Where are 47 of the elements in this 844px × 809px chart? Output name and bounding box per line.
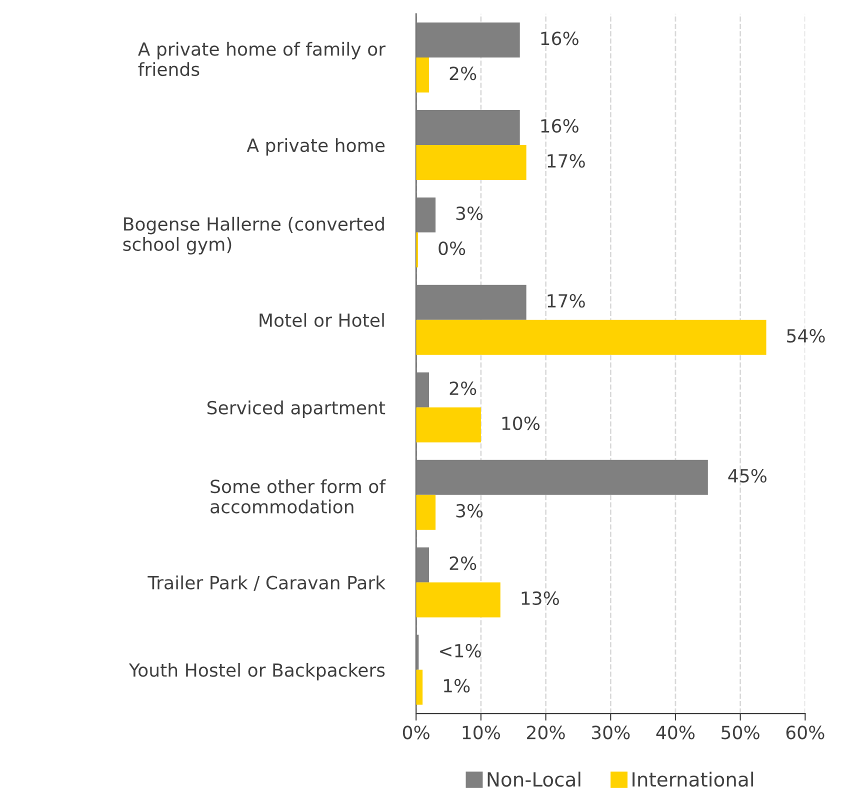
bar — [416, 372, 430, 408]
bar — [416, 460, 708, 495]
bar — [416, 197, 436, 232]
y-tick-label: Serviced apartment — [207, 400, 386, 418]
y-tick-label: Some other form of accommodation — [210, 479, 386, 514]
data-label: 2% — [450, 381, 476, 396]
data-label: 3% — [456, 206, 483, 220]
legend-label: Non-Local — [488, 772, 580, 787]
x-tick-label: 30% — [592, 726, 630, 740]
x-tick-label: 0% — [402, 726, 430, 740]
data-label: 1% — [444, 678, 470, 693]
y-tick-label: A private home — [246, 138, 385, 156]
bar — [416, 284, 526, 320]
data-label: <1% — [440, 644, 481, 658]
x-tick-label: 60% — [786, 726, 824, 740]
bar — [416, 22, 520, 58]
bar — [416, 110, 520, 145]
bar — [416, 320, 766, 355]
bar — [416, 494, 436, 530]
data-label: 3% — [456, 504, 483, 518]
bar — [416, 144, 526, 180]
x-tick-label: 20% — [527, 726, 565, 740]
x-tick-label: 10% — [462, 726, 500, 740]
data-label: 16% — [541, 119, 578, 133]
data-label: 2% — [450, 556, 476, 570]
bar — [416, 407, 481, 442]
bar — [416, 582, 500, 618]
y-tick-label: Trailer Park / Caravan Park — [148, 575, 386, 591]
data-label: 54% — [787, 328, 825, 343]
y-tick-label: Bogense Hallerne (converted school gym) — [123, 216, 384, 255]
y-tick-label: A private home of family or friends — [138, 42, 386, 76]
data-label: 17% — [548, 154, 585, 168]
bar — [416, 670, 423, 705]
data-label: 17% — [548, 294, 585, 308]
bar — [416, 547, 430, 582]
y-tick-label: Youth Hostel or Backpackers — [128, 662, 385, 680]
x-tick-label: 50% — [722, 726, 760, 740]
data-label: 10% — [502, 416, 540, 430]
bar — [416, 57, 430, 92]
data-label: 0% — [438, 242, 466, 256]
data-label: 45% — [728, 468, 766, 483]
legend-label: International — [632, 772, 753, 787]
data-label: 2% — [450, 66, 476, 80]
data-label: 16% — [541, 32, 578, 46]
x-tick-label: 40% — [656, 726, 695, 740]
y-tick-label: Motel or Hotel — [260, 313, 384, 328]
data-label: 13% — [522, 591, 559, 606]
